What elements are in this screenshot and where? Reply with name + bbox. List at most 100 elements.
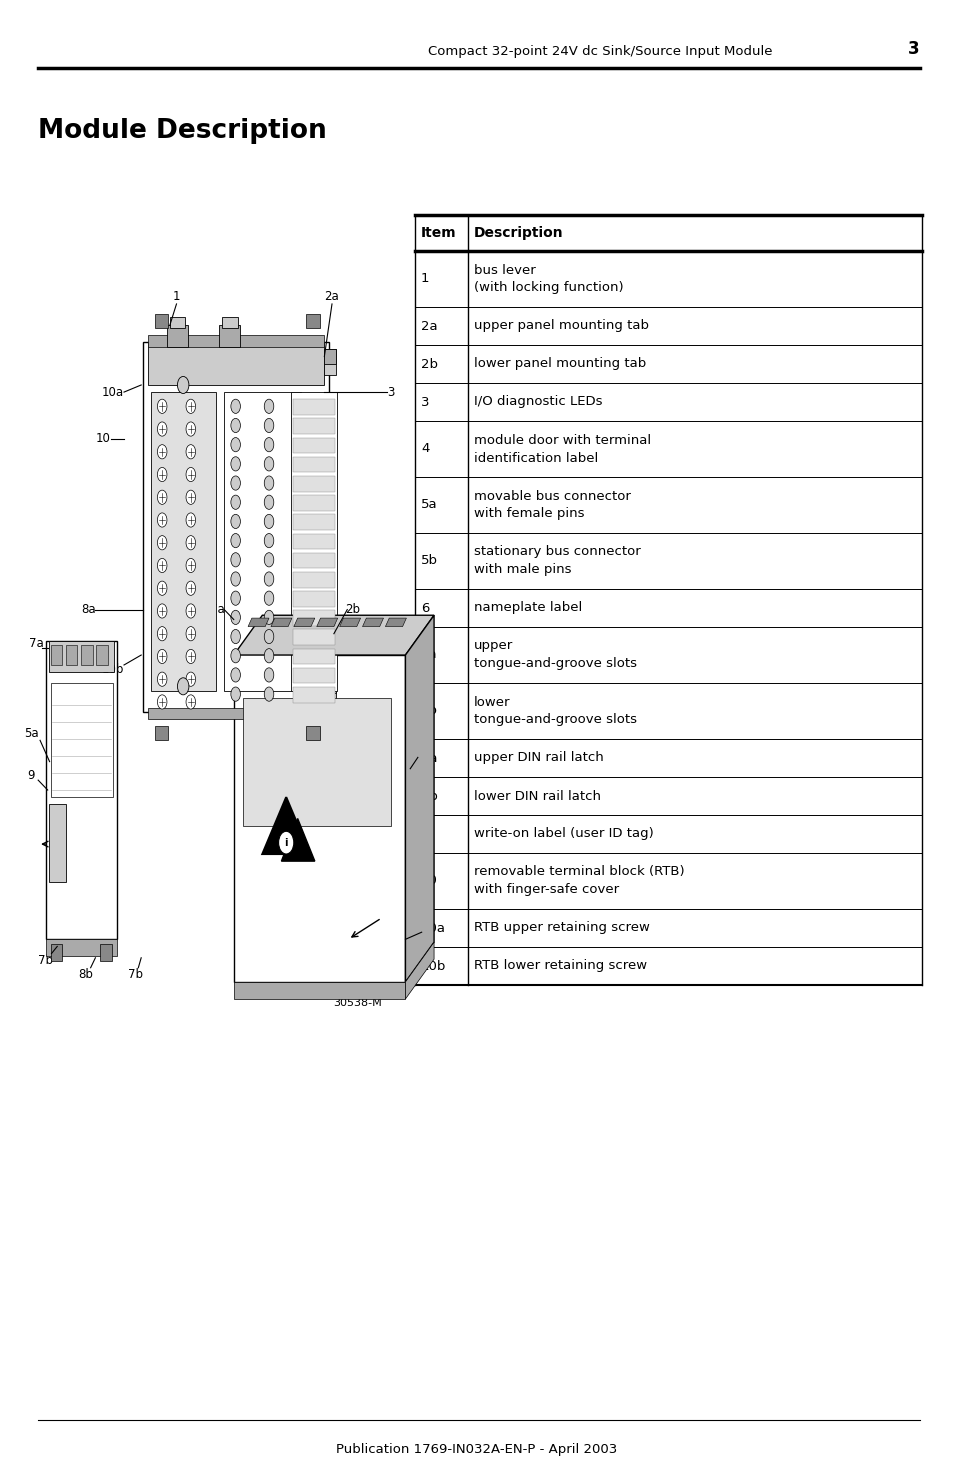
Bar: [324, 350, 335, 375]
Bar: [233, 982, 405, 999]
Circle shape: [157, 422, 167, 437]
Circle shape: [186, 695, 195, 709]
Bar: [293, 476, 335, 491]
Text: removable terminal block (RTB): removable terminal block (RTB): [474, 866, 684, 879]
Circle shape: [186, 559, 195, 572]
Text: 1: 1: [420, 273, 429, 286]
Bar: [293, 572, 335, 587]
Circle shape: [264, 476, 274, 490]
Text: 10: 10: [420, 875, 437, 888]
Bar: [96, 645, 108, 665]
Text: 2b: 2b: [345, 603, 360, 617]
Text: lower: lower: [474, 696, 510, 708]
Circle shape: [157, 673, 167, 686]
Text: 2a: 2a: [324, 291, 339, 304]
Bar: [51, 944, 62, 960]
Bar: [151, 392, 215, 690]
Bar: [293, 457, 335, 472]
Text: 8a: 8a: [420, 751, 437, 764]
Circle shape: [231, 515, 240, 528]
Bar: [66, 645, 77, 665]
Polygon shape: [316, 618, 337, 627]
Circle shape: [157, 627, 167, 640]
Bar: [49, 804, 66, 882]
Bar: [324, 350, 335, 364]
Bar: [293, 687, 335, 702]
Text: 30538-M: 30538-M: [333, 997, 382, 1007]
Text: 8a: 8a: [81, 603, 96, 617]
Bar: [293, 534, 335, 549]
Text: Description: Description: [474, 226, 563, 240]
Circle shape: [231, 496, 240, 509]
Text: movable bus connector: movable bus connector: [474, 490, 630, 503]
Bar: [46, 640, 117, 940]
Bar: [170, 317, 185, 327]
Bar: [154, 726, 168, 740]
Bar: [49, 640, 114, 673]
Circle shape: [186, 422, 195, 437]
Circle shape: [264, 438, 274, 451]
Bar: [306, 726, 319, 740]
Bar: [293, 630, 335, 645]
Circle shape: [231, 438, 240, 451]
Text: upper DIN rail latch: upper DIN rail latch: [474, 751, 603, 764]
Bar: [306, 314, 319, 327]
Text: 7b: 7b: [128, 969, 143, 981]
Bar: [233, 655, 405, 982]
Text: 1: 1: [172, 291, 180, 304]
Text: lower DIN rail latch: lower DIN rail latch: [474, 789, 600, 802]
Text: 5a: 5a: [24, 727, 39, 739]
Polygon shape: [385, 618, 406, 627]
Circle shape: [264, 668, 274, 681]
Text: 10: 10: [95, 432, 111, 445]
Circle shape: [264, 572, 274, 586]
Text: 3: 3: [420, 395, 429, 409]
Circle shape: [264, 400, 274, 413]
Bar: [51, 683, 112, 797]
Circle shape: [157, 603, 167, 618]
Text: 5b: 5b: [420, 555, 437, 568]
Bar: [293, 668, 335, 683]
Circle shape: [157, 581, 167, 596]
Bar: [293, 419, 335, 434]
Bar: [224, 392, 300, 690]
Bar: [81, 645, 92, 665]
Text: 10a: 10a: [420, 922, 446, 935]
Circle shape: [264, 630, 274, 643]
Polygon shape: [405, 943, 434, 999]
Circle shape: [264, 496, 274, 509]
Text: RTB upper retaining screw: RTB upper retaining screw: [474, 922, 649, 935]
Polygon shape: [339, 618, 360, 627]
Circle shape: [157, 559, 167, 572]
Circle shape: [186, 444, 195, 459]
Text: tongue-and-groove slots: tongue-and-groove slots: [474, 658, 637, 671]
Circle shape: [186, 581, 195, 596]
Polygon shape: [233, 615, 434, 655]
Text: 10a: 10a: [101, 385, 124, 398]
Polygon shape: [405, 615, 434, 982]
Bar: [219, 326, 240, 347]
Circle shape: [231, 553, 240, 566]
Circle shape: [186, 535, 195, 550]
Text: 7a: 7a: [210, 603, 225, 617]
Circle shape: [264, 515, 274, 528]
Bar: [293, 515, 335, 530]
Bar: [293, 438, 335, 453]
Circle shape: [186, 513, 195, 527]
Circle shape: [157, 649, 167, 664]
Text: 10b: 10b: [420, 960, 446, 972]
Text: bus lever: bus lever: [474, 264, 536, 276]
Text: 8b: 8b: [420, 789, 437, 802]
Circle shape: [231, 457, 240, 471]
Bar: [291, 392, 336, 690]
Text: Item: Item: [420, 226, 456, 240]
Circle shape: [186, 490, 195, 504]
Circle shape: [157, 468, 167, 482]
Text: 7a: 7a: [420, 649, 437, 661]
Bar: [243, 698, 391, 826]
Text: with female pins: with female pins: [474, 507, 584, 521]
Text: Module Description: Module Description: [38, 118, 327, 145]
Circle shape: [231, 611, 240, 624]
Polygon shape: [271, 618, 292, 627]
Circle shape: [264, 687, 274, 701]
